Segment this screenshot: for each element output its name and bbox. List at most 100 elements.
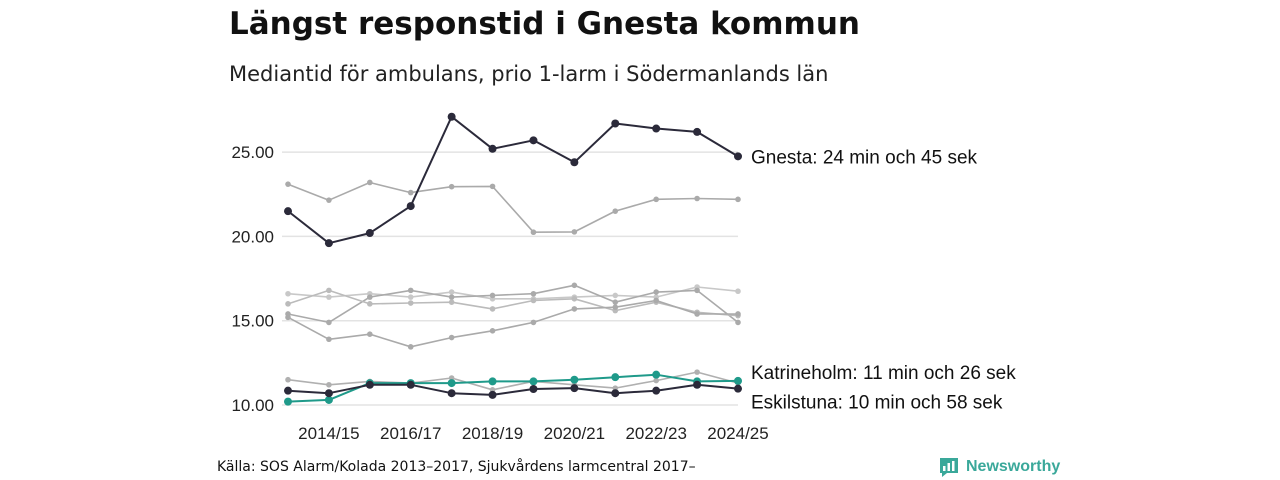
data-point [612, 304, 619, 311]
series-kommun-e [285, 297, 741, 350]
data-point [448, 334, 455, 341]
data-point [612, 208, 619, 214]
data-point [324, 395, 333, 404]
data-point [611, 119, 620, 128]
y-tick-label: 25.00 [231, 143, 274, 162]
series-line [287, 383, 739, 396]
brand-logo: Newsworthy [938, 456, 1060, 478]
data-point [653, 196, 659, 203]
source-note: Källa: SOS Alarm/Kolada 2013–2017, Sjukv… [217, 459, 696, 475]
data-point [694, 195, 700, 202]
data-point [326, 287, 332, 294]
data-point [694, 311, 700, 317]
series-eskilstuna [284, 380, 742, 399]
data-point [367, 301, 373, 307]
data-point [284, 386, 292, 395]
data-point [406, 380, 415, 389]
data-point [407, 189, 414, 196]
data-point [694, 369, 700, 375]
series-label-gnesta: Gnesta: 24 min och 45 sek [751, 147, 978, 168]
chart-subtitle: Mediantid för ambulans, prio 1-larm i Sö… [229, 62, 829, 86]
series-line [287, 286, 739, 300]
data-point [571, 296, 578, 302]
y-tick-label: 20.00 [231, 227, 274, 246]
data-point [324, 239, 333, 248]
data-point [285, 290, 291, 297]
data-point [529, 136, 538, 145]
data-point [570, 375, 579, 384]
data-point [571, 306, 578, 312]
data-point [694, 287, 700, 294]
data-point [488, 377, 497, 386]
series-gnesta [284, 112, 742, 248]
data-point [653, 377, 659, 384]
data-point [326, 294, 332, 300]
data-point [489, 292, 496, 299]
series-labels: Gnesta: 24 min och 45 sek Katrineholm: 11… [751, 147, 1016, 413]
series-line [287, 284, 739, 324]
data-point [285, 376, 291, 383]
data-point [367, 294, 373, 300]
data-point [284, 207, 292, 216]
grid [282, 151, 738, 406]
series-line [287, 115, 739, 245]
data-point [653, 289, 659, 295]
data-point [448, 289, 455, 295]
data-point [367, 179, 373, 186]
data-point [406, 202, 415, 211]
brand-name: Newsworthy [966, 458, 1061, 475]
data-point [571, 282, 578, 289]
data-point [530, 297, 537, 304]
x-tick-label: 2020/21 [544, 424, 605, 443]
data-point [326, 319, 332, 326]
series-line [287, 371, 739, 391]
data-point [448, 294, 455, 300]
series-label-eskilstuna: Eskilstuna: 10 min och 58 sek [751, 393, 1003, 414]
data-point [284, 397, 292, 406]
x-tick-label: 2018/19 [462, 424, 523, 443]
series-kommun-c [285, 282, 741, 326]
data-point [652, 370, 661, 379]
data-point [488, 144, 497, 153]
data-point [612, 292, 619, 299]
y-tick-label: 10.00 [231, 396, 274, 415]
data-point [365, 380, 374, 389]
data-point [734, 152, 742, 161]
data-point [652, 124, 661, 133]
data-point [326, 381, 332, 388]
data-point [407, 294, 414, 300]
series-line [287, 181, 739, 233]
series-label-katrineholm: Katrineholm: 11 min och 26 sek [751, 363, 1016, 384]
data-point [489, 328, 496, 334]
x-tick-label: 2016/17 [380, 424, 441, 443]
x-tick-label: 2022/23 [625, 424, 686, 443]
data-point [530, 290, 537, 297]
data-point [407, 344, 414, 350]
x-tick-label: 2024/25 [707, 424, 768, 443]
series-line [287, 289, 739, 317]
data-point [693, 127, 702, 136]
data-point [367, 331, 373, 338]
background-series [285, 179, 741, 393]
data-point [570, 384, 579, 393]
data-point [365, 229, 374, 238]
data-point [529, 384, 538, 393]
data-point [489, 306, 496, 312]
data-point [735, 288, 741, 295]
data-point [326, 336, 332, 343]
data-point [447, 379, 456, 388]
data-point [324, 389, 333, 398]
y-tick-label: 15.00 [231, 312, 274, 331]
data-point [530, 229, 537, 236]
data-point [285, 301, 291, 307]
data-point [447, 112, 456, 121]
data-point [734, 376, 742, 385]
data-point [285, 314, 291, 321]
data-point [734, 384, 742, 393]
data-point [652, 386, 661, 395]
x-tick-label: 2014/15 [298, 424, 359, 443]
highlight-series [284, 112, 742, 406]
series-line [287, 299, 738, 348]
data-point [570, 158, 579, 167]
